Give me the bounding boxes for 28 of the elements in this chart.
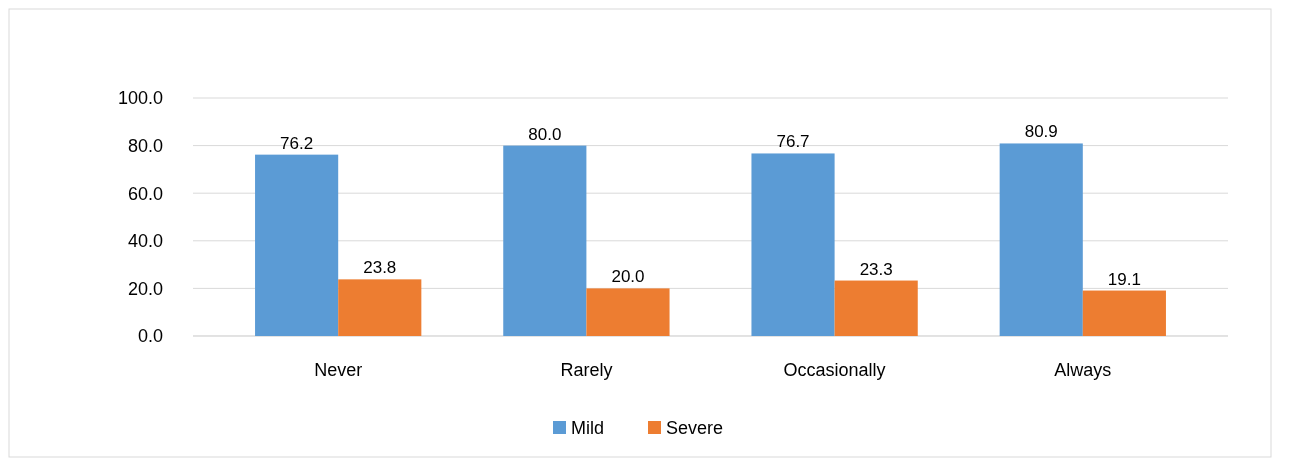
- data-label: 23.8: [363, 258, 397, 278]
- bar: [338, 279, 422, 336]
- bar: [999, 143, 1083, 336]
- y-tick-label: 20.0: [127, 278, 163, 299]
- bar: [1082, 290, 1166, 336]
- bar: [255, 154, 339, 336]
- y-tick-label: 80.0: [127, 135, 163, 156]
- data-label: 20.0: [611, 267, 645, 287]
- data-label: 76.7: [776, 132, 810, 152]
- bar: [751, 153, 835, 336]
- bar: [503, 145, 587, 336]
- data-label: 19.1: [1107, 269, 1141, 289]
- y-tick-label: 0.0: [137, 326, 163, 347]
- x-tick-label: Never: [314, 360, 363, 380]
- legend-label: Mild: [571, 418, 605, 439]
- x-tick-label: Occasionally: [783, 360, 886, 380]
- legend-label: Severe: [666, 418, 724, 439]
- data-label: 76.2: [280, 133, 314, 153]
- bar: [834, 280, 918, 336]
- x-tick-label: Rarely: [560, 360, 613, 380]
- data-label: 80.0: [528, 124, 562, 144]
- y-tick-label: 40.0: [127, 231, 163, 252]
- x-tick-label: Always: [1054, 360, 1112, 380]
- data-label: 80.9: [1024, 122, 1058, 142]
- data-label: 23.3: [859, 259, 893, 279]
- y-tick-label: 100.0: [117, 88, 163, 109]
- y-tick-label: 60.0: [127, 183, 163, 204]
- bar: [586, 288, 670, 336]
